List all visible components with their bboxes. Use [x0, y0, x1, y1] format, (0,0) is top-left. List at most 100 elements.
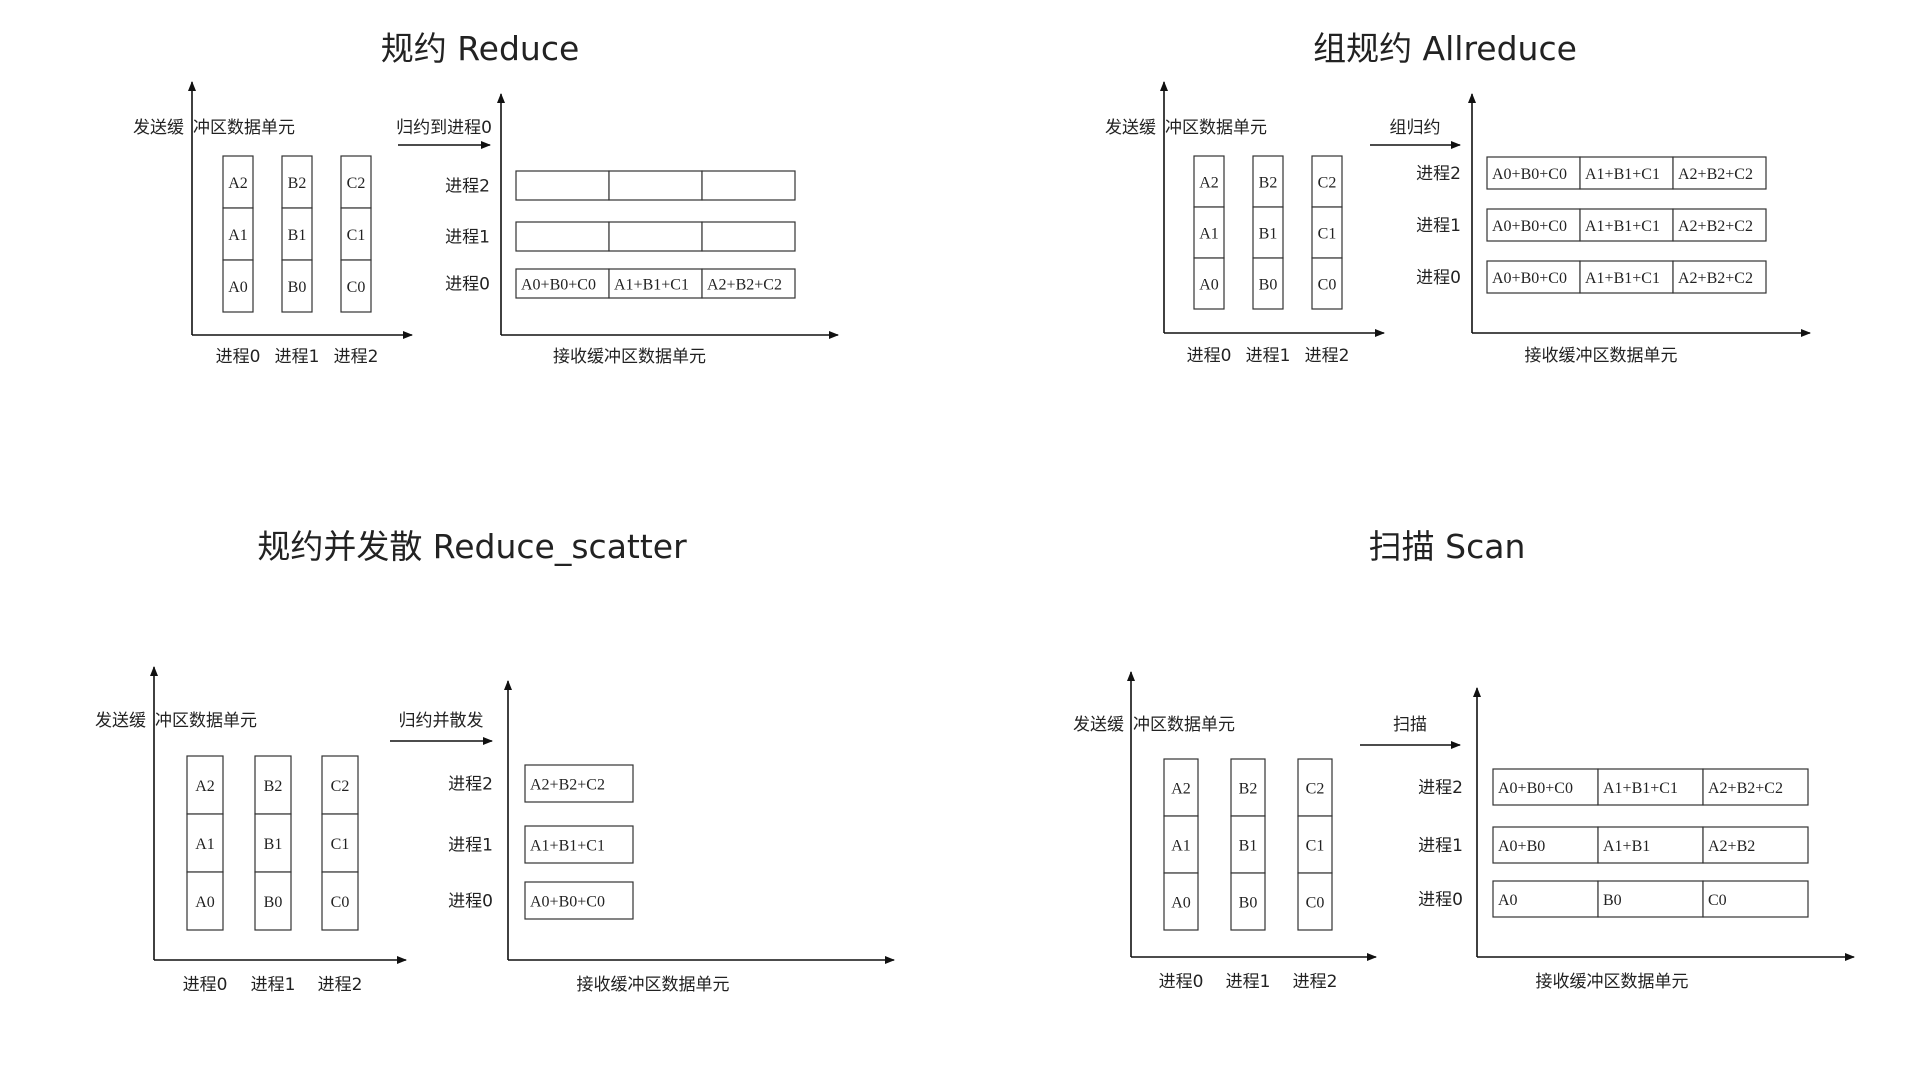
send-cell-label: A0: [1199, 277, 1219, 294]
recv-cell: [1579, 208, 1674, 242]
send-cell: [1193, 206, 1225, 259]
send-process-label: 进程2: [1293, 972, 1338, 992]
recv-process-label: 进程2: [448, 775, 493, 795]
recv-cell: [608, 221, 703, 252]
panel-title: 规约 Reduce: [381, 29, 580, 68]
recv-cell-label: A0+B0+C0: [1492, 166, 1567, 183]
recv-process-label: 进程2: [445, 177, 490, 197]
send-buffer-label-a: 发送缓: [1105, 118, 1156, 138]
send-cell-label: A2: [1199, 175, 1219, 192]
send-cell: [254, 813, 292, 873]
recv-cell: [1579, 260, 1674, 294]
send-cell-label: A2: [1171, 781, 1191, 798]
recv-buffer-label: 接收缓冲区数据单元: [1525, 346, 1678, 366]
recv-cell-label: A0+B0+C0: [1492, 270, 1567, 287]
send-buffer-label-b: 冲区数据单元: [193, 118, 295, 138]
recv-cell-label: A2+B2+C2: [530, 777, 605, 794]
send-cell-label: C2: [1318, 175, 1337, 192]
send-cell: [186, 871, 224, 931]
recv-cell-label: A2+B2+C2: [1678, 166, 1753, 183]
recv-cell: [1672, 208, 1767, 242]
send-cell: [1297, 872, 1333, 931]
recv-process-label: 进程2: [1416, 164, 1461, 184]
send-cell-label: A0: [195, 894, 215, 911]
send-cell-label: A0: [1171, 895, 1191, 912]
send-cell: [321, 813, 359, 873]
recv-cell: [1492, 768, 1599, 806]
send-cell-label: C1: [347, 227, 366, 244]
send-cell: [1297, 815, 1333, 874]
recv-cell: [515, 221, 610, 252]
recv-cell-label: A1+B1+C1: [1603, 780, 1678, 797]
send-cell-label: C2: [1306, 781, 1325, 798]
recv-cell: [1702, 826, 1809, 864]
send-cell: [1193, 257, 1225, 310]
send-cell: [1230, 758, 1266, 817]
recv-cell: [1597, 768, 1704, 806]
recv-cell-label: A1+B1+C1: [1585, 166, 1660, 183]
send-cell: [281, 155, 313, 209]
recv-cell-label: A0+B0+C0: [1492, 218, 1567, 235]
send-cell-label: B2: [288, 175, 307, 192]
send-cell: [1230, 872, 1266, 931]
send-cell-label: C0: [1306, 895, 1325, 912]
recv-cell-label: C0: [1708, 892, 1727, 909]
recv-cell: [1486, 208, 1581, 242]
recv-cell-label: A2+B2+C2: [1678, 270, 1753, 287]
send-cell-label: C1: [331, 836, 350, 853]
recv-cell: [701, 221, 796, 252]
send-cell: [222, 259, 254, 313]
send-process-label: 进程2: [1305, 346, 1350, 366]
operation-label: 归约到进程0: [396, 118, 492, 138]
send-process-label: 进程2: [334, 347, 379, 367]
send-cell: [340, 259, 372, 313]
recv-process-label: 进程0: [445, 275, 490, 295]
recv-buffer-label: 接收缓冲区数据单元: [1536, 972, 1689, 992]
send-cell: [222, 155, 254, 209]
recv-cell-label: A1+B1: [1603, 838, 1650, 855]
panel-2: 组规约 Allreduce 发送缓 冲区数据单元 A2 A1 A0 进程0 B2 B1 B0 进程1…: [1105, 29, 1811, 366]
send-cell-label: C0: [1318, 277, 1337, 294]
send-cell-label: C2: [347, 175, 366, 192]
recv-process-label: 进程1: [1418, 836, 1463, 856]
recv-cell-label: A0+B0: [1498, 838, 1545, 855]
send-process-label: 进程1: [275, 347, 320, 367]
recv-process-label: 进程2: [1418, 778, 1463, 798]
recv-cell: [608, 170, 703, 201]
send-buffer-label-b: 冲区数据单元: [1133, 715, 1235, 735]
panel-title: 组规约 Allreduce: [1313, 29, 1577, 68]
recv-cell: [1492, 880, 1599, 918]
send-cell-label: A2: [228, 175, 248, 192]
send-cell: [321, 871, 359, 931]
send-cell-label: B0: [288, 279, 307, 296]
recv-cell: [515, 170, 610, 201]
send-cell: [281, 259, 313, 313]
send-buffer-label-b: 冲区数据单元: [155, 711, 257, 731]
send-cell: [340, 155, 372, 209]
send-process-label: 进程0: [1187, 346, 1232, 366]
recv-cell-label: A0+B0+C0: [530, 894, 605, 911]
send-cell: [321, 755, 359, 815]
recv-cell: [701, 268, 796, 299]
recv-cell: [1672, 156, 1767, 190]
panel-title: 扫描 Scan: [1369, 527, 1526, 566]
recv-cell: [524, 764, 634, 803]
send-buffer-label-b: 冲区数据单元: [1165, 118, 1267, 138]
send-cell-label: B0: [1239, 895, 1258, 912]
send-process-label: 进程0: [183, 975, 228, 995]
send-cell-label: B0: [264, 894, 283, 911]
recv-cell: [1486, 260, 1581, 294]
send-cell-label: A1: [1199, 226, 1219, 243]
send-cell-label: B1: [264, 836, 283, 853]
send-cell-label: C0: [331, 894, 350, 911]
recv-process-label: 进程1: [1416, 216, 1461, 236]
recv-cell: [1702, 768, 1809, 806]
recv-cell-label: A0: [1498, 892, 1518, 909]
send-cell-label: A0: [228, 279, 248, 296]
send-cell: [1311, 257, 1343, 310]
recv-process-label: 进程1: [448, 836, 493, 856]
send-cell-label: B1: [288, 227, 307, 244]
panel-1: 规约 Reduce 发送缓 冲区数据单元 A2 A1 A0 进程0 B2 B1 B0 进程1 C2 C1…: [133, 29, 839, 367]
recv-process-label: 进程0: [1418, 890, 1463, 910]
